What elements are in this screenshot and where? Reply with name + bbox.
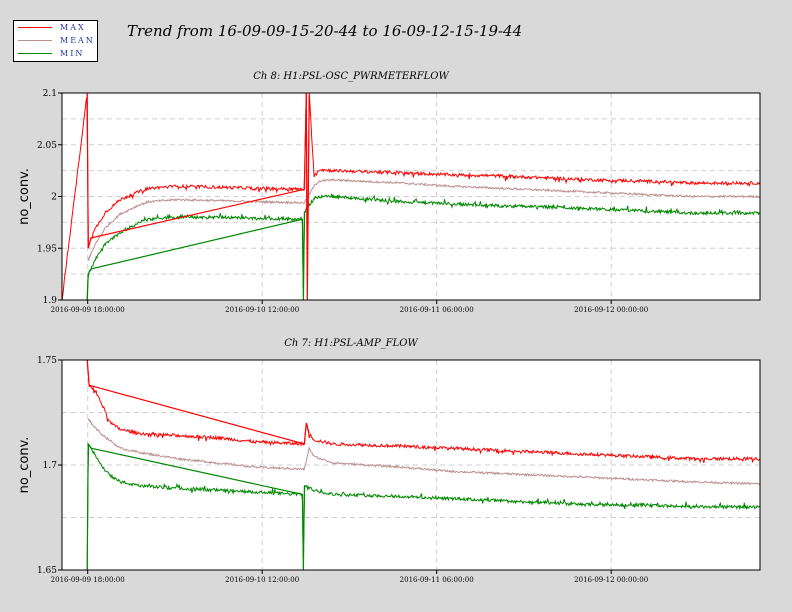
plot-area-osc xyxy=(62,93,760,300)
series-line-max-osc xyxy=(62,93,760,300)
ytick-label-amp: 1.7 xyxy=(43,461,58,471)
xtick-label-osc: 2016-09-11 06:00:00 xyxy=(400,306,474,314)
legend-label-max: MAX xyxy=(60,23,86,32)
legend-entry-min: MIN xyxy=(18,48,96,60)
ytick-label-amp: 1.65 xyxy=(37,566,57,576)
series-spike-mean-amp xyxy=(87,418,92,424)
ytick-label-osc: 1.95 xyxy=(37,244,57,254)
series-spike-min-osc xyxy=(86,211,305,300)
xtick-label-osc: 2016-09-09 18:00:00 xyxy=(51,306,125,314)
xtick-label-amp: 2016-09-10 12:00:00 xyxy=(225,576,299,584)
ytick-label-osc: 2 xyxy=(51,193,57,203)
ytick-label-osc: 1.9 xyxy=(43,296,58,306)
xtick-label-amp: 2016-09-11 06:00:00 xyxy=(400,576,474,584)
legend-entry-mean: MEAN xyxy=(18,35,96,47)
ytick-label-osc: 2.05 xyxy=(37,141,57,151)
series-line-max-amp xyxy=(86,360,760,464)
legend-label-mean: MEAN xyxy=(60,36,95,45)
series-line-min-amp xyxy=(86,444,760,570)
legend: MAX MEAN MIN xyxy=(13,20,98,62)
legend-entry-max: MAX xyxy=(18,22,96,34)
legend-swatch-min xyxy=(18,53,52,54)
ytick-label-osc: 2.1 xyxy=(43,89,57,99)
chart-title-osc: Ch 8: H1:PSL-OSC_PWRMETERFLOW xyxy=(253,71,449,82)
series-spike-min-amp xyxy=(86,442,305,570)
ytick-label-amp: 1.75 xyxy=(37,356,57,366)
xtick-label-osc: 2016-09-12 00:00:00 xyxy=(574,306,648,314)
legend-swatch-mean xyxy=(18,40,52,41)
series-spike-max-amp xyxy=(86,360,310,445)
xtick-label-amp: 2016-09-12 00:00:00 xyxy=(574,576,648,584)
series-spike-max-osc xyxy=(86,93,310,300)
xtick-label-amp: 2016-09-09 18:00:00 xyxy=(51,576,125,584)
plot-frame-amp xyxy=(61,359,761,571)
series-line-min-osc xyxy=(86,193,760,300)
series-line-mean-osc xyxy=(87,178,760,261)
y-axis-label-amp: no_conv. xyxy=(17,437,32,494)
chart-title-amp: Ch 7: H1:PSL-AMP_FLOW xyxy=(284,338,418,349)
legend-swatch-max xyxy=(18,27,52,28)
chart-osc-pwrmeterflow: Ch 8: H1:PSL-OSC_PWRMETERFLOW 1.9 1.95 2 2.0… xyxy=(17,71,761,314)
series-spike-mean-osc xyxy=(87,253,92,261)
y-axis-label-osc: no_conv. xyxy=(17,168,32,225)
page-title: Trend from 16-09-09-15-20-44 to 16-09-12… xyxy=(127,22,523,40)
chart-amp-flow: Ch 7: H1:PSL-AMP_FLOW 1.65 1.7 1.75 2016-09-… xyxy=(17,338,761,584)
xtick-label-osc: 2016-09-10 12:00:00 xyxy=(225,306,299,314)
series-line-mean-amp xyxy=(87,418,760,486)
plot-frame-osc xyxy=(61,92,761,301)
plot-area-amp xyxy=(62,360,760,570)
legend-label-min: MIN xyxy=(60,49,85,58)
